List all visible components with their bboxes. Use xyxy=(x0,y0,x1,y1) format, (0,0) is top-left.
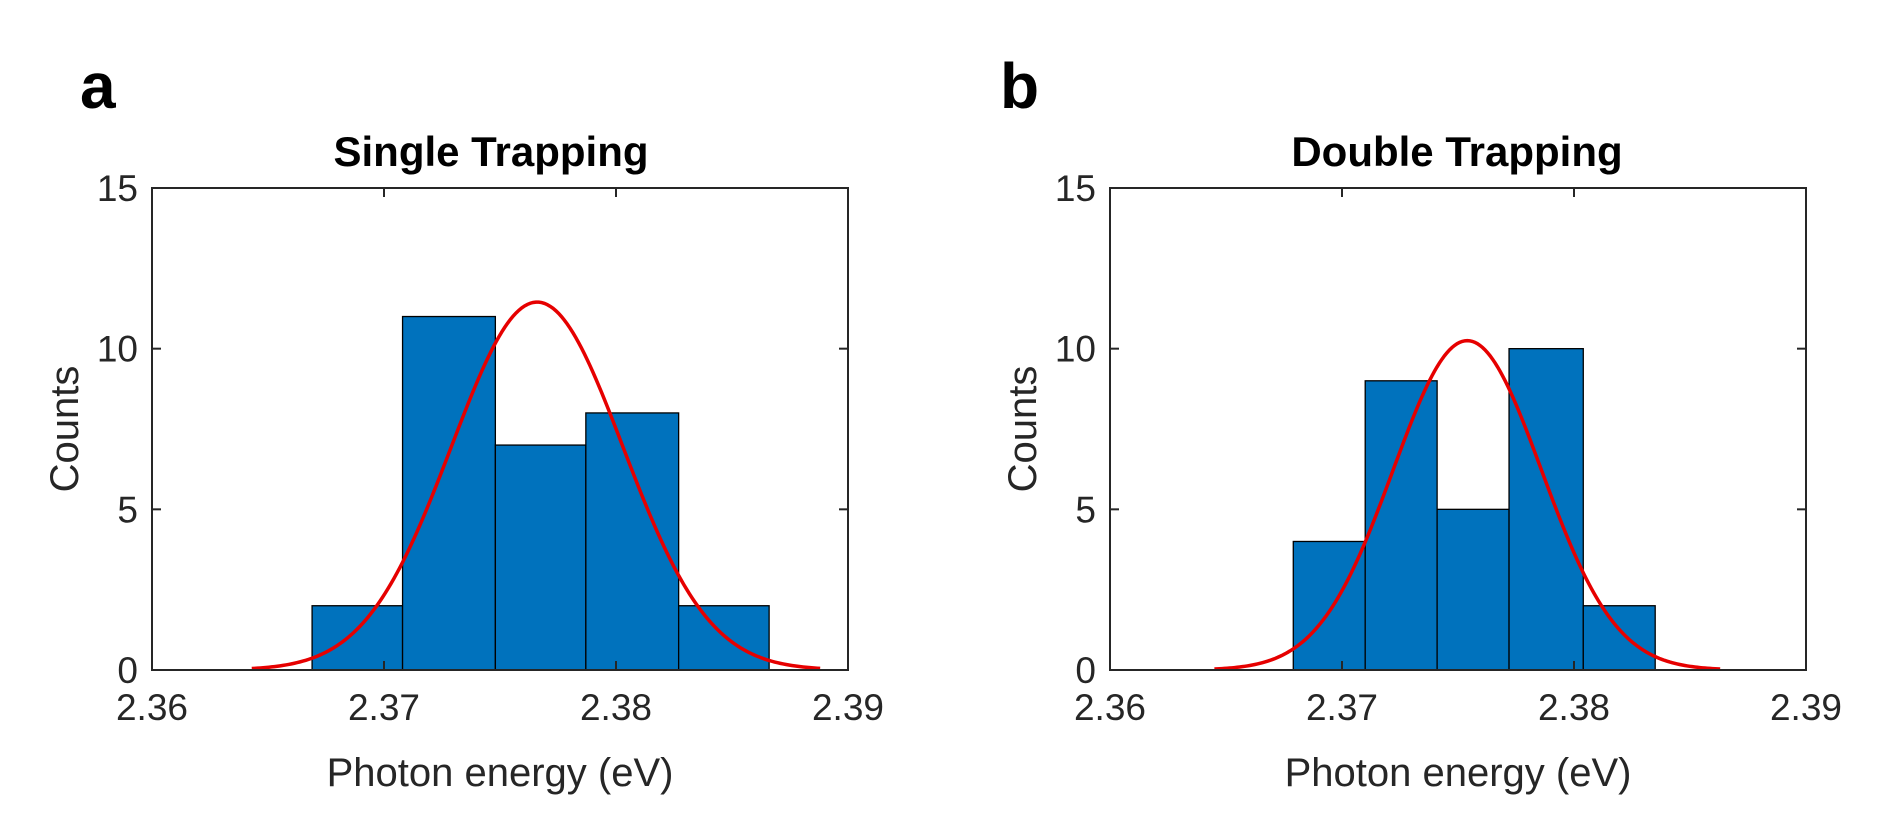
gaussian-fit-line xyxy=(251,300,821,671)
histogram-bar xyxy=(677,605,770,671)
y-tick-label: 0 xyxy=(1075,650,1096,691)
histogram-bar xyxy=(1364,380,1438,671)
gaussian-fit-line xyxy=(1214,338,1721,671)
axes-box xyxy=(1109,187,1807,671)
axes-box xyxy=(151,187,849,671)
panel-a: a Single Trapping 2.36 2.37 2.38 2.39 0 5 10 15 Ph… xyxy=(43,50,884,795)
x-tick-label: 2.37 xyxy=(348,687,420,728)
histogram-bar xyxy=(1582,605,1656,671)
y-tick-label: 0 xyxy=(117,650,138,691)
x-tick-label: 2.36 xyxy=(116,687,188,728)
panel-b: b Double Trapping 2.36 2.37 2.38 2.39 0 5 10 15 Ph… xyxy=(1000,50,1842,795)
x-tick-label: 2.39 xyxy=(1770,687,1842,728)
y-tick-label: 5 xyxy=(1075,489,1096,530)
x-tick-label: 2.36 xyxy=(1074,687,1146,728)
histogram-bar xyxy=(311,605,404,671)
y-tick-label: 5 xyxy=(117,489,138,530)
x-tick-label: 2.39 xyxy=(812,687,884,728)
y-tick-label: 10 xyxy=(97,329,138,370)
histogram-bar xyxy=(585,412,680,671)
x-axis-label: Photon energy (eV) xyxy=(1285,751,1632,795)
chart-title: Single Trapping xyxy=(333,128,648,175)
histogram-bar xyxy=(1292,540,1366,671)
y-tick-label: 15 xyxy=(1055,168,1096,209)
histogram-bar xyxy=(494,444,587,671)
y-axis-label: Counts xyxy=(1001,366,1045,493)
panel-letter: b xyxy=(1000,50,1039,122)
histogram-bar xyxy=(1436,508,1510,671)
y-axis-label: Counts xyxy=(43,366,87,493)
y-tick-label: 10 xyxy=(1055,329,1096,370)
x-axis-label: Photon energy (eV) xyxy=(327,751,674,795)
x-tick-label: 2.38 xyxy=(1538,687,1610,728)
chart-title: Double Trapping xyxy=(1291,128,1622,175)
x-tick-label: 2.37 xyxy=(1306,687,1378,728)
x-tick-label: 2.38 xyxy=(580,687,652,728)
panel-letter: a xyxy=(80,50,116,122)
histogram-bar xyxy=(1508,348,1584,671)
y-tick-label: 15 xyxy=(97,168,138,209)
